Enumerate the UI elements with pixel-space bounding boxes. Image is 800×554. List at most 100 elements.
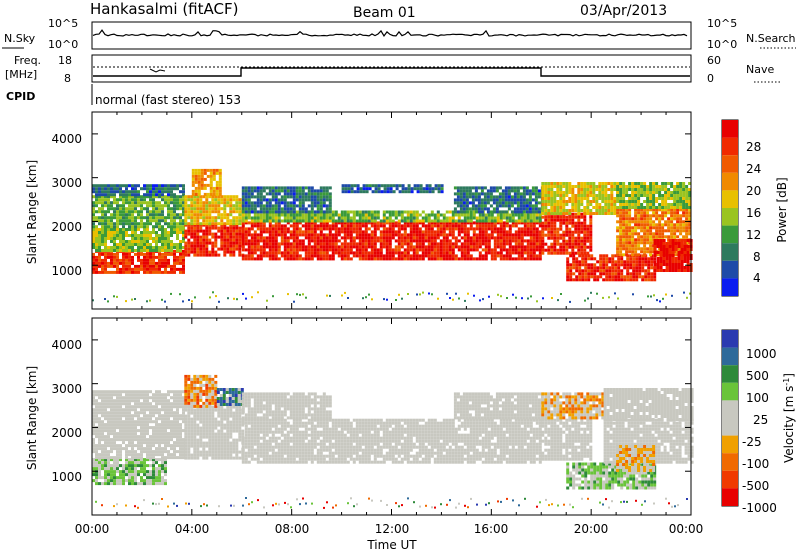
vel-near-range-echo [674,505,676,508]
power-near-range-echo [521,297,523,300]
vel-near-range-echo [398,505,400,508]
power-near-range-echo [188,299,190,301]
power-near-range-echo [656,299,658,302]
vel-near-range-echo [455,506,457,509]
velocity-colorbar: 1000 500 100 25 -25 -100 -500 -1000 Velo… [721,329,796,515]
vel-near-range-echo [332,506,334,509]
nave-label: Nave [746,63,774,76]
power-near-range-echo [92,299,94,302]
vel-near-range-echo [95,500,97,503]
vel-near-range-echo [353,505,355,508]
power-near-range-echo [653,294,655,297]
vel-near-range-echo [539,501,541,504]
power-near-range-echo [395,299,397,301]
power-near-range-echo [131,298,133,301]
vel-near-range-echo [350,497,352,500]
vel-near-range-echo [203,503,205,506]
freq-label-2: [MHz] [5,68,37,81]
power-near-range-echo [449,297,451,299]
vel-near-range-echo [158,502,160,505]
power-near-range-echo [536,300,538,303]
vel-near-range-echo [356,503,358,506]
vel-cbar-tick-1000: 1000 [746,347,777,361]
power-near-range-echo [113,295,115,298]
power-near-range-echo [344,291,346,294]
power-near-range-echo [506,297,508,299]
power-near-range-echo [455,292,457,295]
vel-near-range-echo [431,506,433,509]
noise-panel: N.Sky 10^5 10^0 10^5 10^0 N.Search [2,17,796,51]
power-near-range-echo [689,292,691,295]
power-region-11 [341,184,444,194]
vel-near-range-echo [563,503,565,506]
vel-near-range-echo [626,500,628,503]
vel-near-range-echo [125,504,127,507]
vel-near-range-echo [440,503,442,506]
power-near-range-echo [107,300,109,303]
power-near-range-echo [209,296,211,299]
vel-near-range-echo [188,502,190,505]
velocity-panel: Slant Range [km] 1000 2000 3000 4000 100… [25,317,796,516]
vel-near-range-echo [218,505,220,508]
power-cbar-segment [722,137,738,156]
vel-near-range-echo [506,497,508,500]
vel-near-range-echo [644,500,646,503]
power-heatmap [92,168,693,303]
vel-region-9 [541,418,593,461]
vel-region-10 [541,392,605,420]
power-cbar-tick-28: 28 [746,140,761,154]
velocity-cbar-segment [722,418,738,436]
power-near-range-echo [683,291,685,294]
vel-near-range-echo [581,497,583,500]
vel-cbar-tick-neg100: -100 [742,457,769,471]
power-ylabel: Slant Range [km] [25,160,39,264]
power-region-12 [541,212,593,255]
power-near-range-echo [116,295,118,298]
vel-near-range-echo [467,506,469,509]
power-near-range-echo [671,294,673,297]
power-cbar-tick-12: 12 [746,228,761,242]
vel-near-range-echo [275,502,277,505]
power-region-2 [92,195,185,229]
vel-near-range-echo [185,502,187,505]
vel-near-range-echo [551,503,553,506]
power-colorbar: 28 24 20 16 12 8 4 Power [dB] [721,119,789,297]
vel-region-0 [92,458,167,486]
xtick-1600: 16:00 [474,522,509,536]
power-region-17 [616,182,692,209]
power-near-range-echo [251,296,253,299]
power-near-range-echo [347,297,349,299]
power-near-range-echo [233,297,235,300]
vel-near-range-echo [569,503,571,506]
vel-near-range-echo [200,505,202,508]
station-title: Hankasalmi (fitACF) [90,0,238,18]
vel-region-2 [92,390,185,424]
power-near-range-echo [161,298,163,301]
vel-near-range-echo [419,505,421,508]
vel-near-range-echo [611,500,613,503]
power-region-10 [453,186,544,214]
vel-near-range-echo [413,501,415,504]
vel-ytick-2000: 2000 [51,426,82,440]
power-near-range-echo [647,295,649,298]
vel-near-range-echo [446,503,448,506]
power-near-range-echo [293,300,295,303]
noise-left-label: N.Sky [4,32,36,45]
vel-near-range-echo [602,503,604,506]
vel-region-7 [241,392,332,420]
vel-near-range-echo [671,505,673,508]
vel-cbar-tick-100: 100 [746,391,769,405]
cpid-label: CPID [6,90,35,103]
vel-near-range-echo [599,501,601,504]
power-near-range-echo [146,300,148,303]
noise-right-tick-high: 10^5 [707,17,737,30]
nave-dip [149,68,166,73]
vel-near-range-echo [173,502,175,505]
power-cbar-tick-8: 8 [753,250,761,264]
vel-near-range-echo [302,497,304,500]
power-near-range-echo [227,297,229,300]
vel-near-range-echo [434,506,436,509]
power-near-range-echo [362,297,364,300]
vel-region-6 [241,418,542,464]
vel-near-range-echo [233,504,235,507]
